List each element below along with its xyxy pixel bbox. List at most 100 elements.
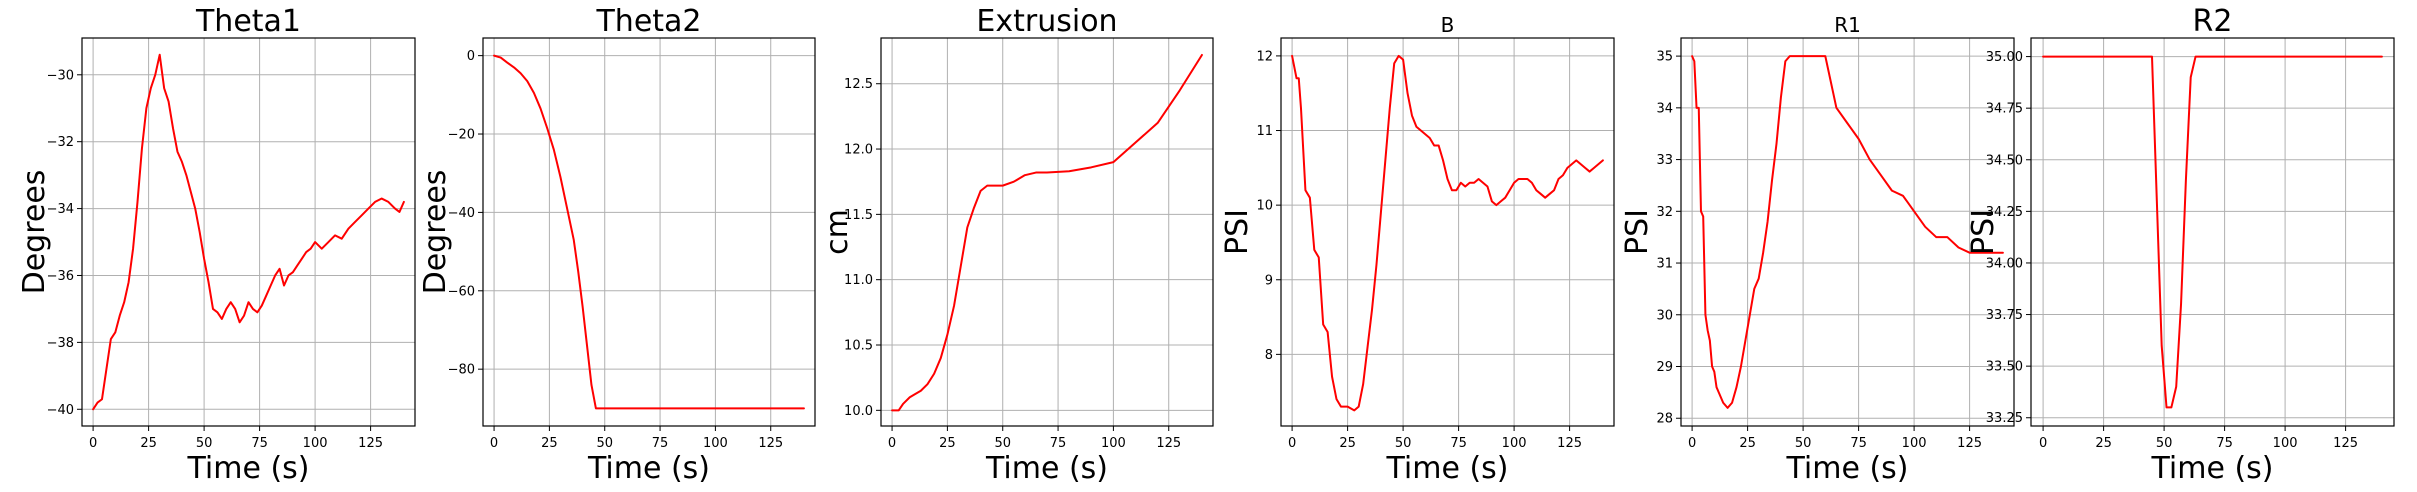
series-line [92, 53, 405, 411]
x-tick-label: 100 [2273, 436, 2298, 451]
x-tick-label: 100 [1101, 436, 1126, 451]
y-tick-label: 11.5 [844, 208, 873, 223]
series-line [1291, 54, 1604, 412]
y-tick-label: 32 [1656, 205, 1673, 220]
y-axis-label: cm [820, 209, 855, 255]
x-axis-label: Time (s) [187, 451, 310, 486]
chart-title: R1 [1834, 13, 1861, 37]
y-tick-label: 34 [1656, 101, 1673, 116]
y-tick-label: 33.50 [1986, 360, 2023, 375]
y-tick-label: 12.5 [844, 77, 873, 92]
y-tick-label: 31 [1656, 257, 1673, 272]
y-tick-label: 35.00 [1986, 50, 2023, 65]
y-tick-label: 12 [1256, 49, 1273, 64]
chart-panel-3: 0 25 50 75 100 125 10.0 10.5 11.0 11.5 12.0 12.5 Ext… [820, 4, 1214, 486]
y-tick-label: −36 [47, 269, 74, 284]
x-tick-label: 125 [1156, 436, 1181, 451]
plot-frame [880, 37, 1214, 427]
y-tick-label: 9 [1265, 273, 1273, 288]
chart-panel-5: 0 25 50 75 100 125 28 29 30 31 32 33 34 35 R1 Time (s) P… [1620, 13, 2015, 486]
y-tick-label: 28 [1656, 412, 1673, 427]
x-tick-label: 100 [703, 436, 728, 451]
x-axis-label: Time (s) [2151, 451, 2274, 486]
y-tick-label: 11 [1256, 124, 1273, 139]
y-tick-label: 11.0 [844, 273, 873, 288]
y-tick-label: 10.5 [844, 339, 873, 354]
series-line [1691, 55, 2004, 409]
x-tick-label: 75 [251, 436, 268, 451]
y-tick-label: 8 [1265, 348, 1273, 363]
x-tick-label: 25 [541, 436, 558, 451]
y-axis-label: Degrees [418, 170, 453, 295]
x-tick-label: 0 [490, 436, 498, 451]
chart-title: Extrusion [976, 4, 1117, 39]
y-tick-label: 33 [1656, 153, 1673, 168]
plot-frame [2030, 37, 2395, 427]
plot-frame [1680, 37, 2015, 427]
plot-frame [81, 37, 416, 427]
x-tick-label: 25 [140, 436, 157, 451]
x-tick-label: 50 [1395, 436, 1412, 451]
y-axis-label: PSI [1220, 209, 1255, 255]
x-tick-label: 0 [89, 436, 97, 451]
x-tick-label: 50 [196, 436, 213, 451]
y-axis-label: PSI [1620, 209, 1655, 255]
x-tick-label: 25 [1739, 436, 1756, 451]
x-tick-label: 100 [303, 436, 328, 451]
x-tick-label: 125 [358, 436, 383, 451]
y-tick-label: −30 [47, 68, 74, 83]
series-line [2042, 55, 2383, 409]
y-tick-label: 34.75 [1986, 102, 2023, 117]
x-tick-label: 0 [1688, 436, 1696, 451]
x-tick-label: 25 [2095, 436, 2112, 451]
chart-panel-6: 0 25 50 75 100 125 33.25 33.50 33.75 34.00 34.25 34… [1966, 4, 2395, 486]
series-line [891, 53, 1203, 412]
y-tick-label: −60 [448, 284, 475, 299]
series-line [493, 54, 805, 410]
x-axis-label: Time (s) [1786, 451, 1909, 486]
chart-title: R2 [2193, 4, 2233, 39]
x-axis-label: Time (s) [1386, 451, 1509, 486]
y-tick-label: −34 [47, 202, 74, 217]
chart-panel-1: 0 25 50 75 100 125 −40 −38 −36 −34 −32 −30 Theta1 Tim… [17, 4, 416, 486]
x-tick-label: 100 [1502, 436, 1527, 451]
y-tick-label: 34.25 [1986, 205, 2023, 220]
y-tick-label: 34.50 [1986, 153, 2023, 168]
y-tick-label: 33.25 [1986, 411, 2023, 426]
x-tick-label: 100 [1902, 436, 1927, 451]
y-axis-label: Degrees [17, 170, 52, 295]
x-axis-label: Time (s) [587, 451, 710, 486]
y-axis-label: PSI [1966, 209, 2001, 255]
x-tick-label: 50 [596, 436, 613, 451]
y-tick-label: 0 [467, 49, 475, 64]
y-tick-label: 10 [1256, 199, 1273, 214]
y-tick-label: 30 [1656, 308, 1673, 323]
plot-frame [1280, 37, 1615, 427]
chart-panel-2: 0 25 50 75 100 125 −80 −60 −40 −20 0 Theta2 Time (s)… [418, 4, 816, 486]
x-tick-label: 75 [1850, 436, 1867, 451]
y-tick-label: 34.00 [1986, 256, 2023, 271]
x-axis-label: Time (s) [985, 451, 1108, 486]
x-tick-label: 25 [1339, 436, 1356, 451]
y-tick-label: −32 [47, 135, 74, 150]
y-tick-label: −40 [448, 206, 475, 221]
x-tick-label: 125 [758, 436, 783, 451]
y-tick-label: 29 [1656, 360, 1673, 375]
y-tick-label: 33.75 [1986, 308, 2023, 323]
x-tick-label: 125 [2333, 436, 2358, 451]
x-tick-label: 75 [2216, 436, 2233, 451]
x-tick-label: 125 [1557, 436, 1582, 451]
y-tick-label: 35 [1656, 50, 1673, 65]
x-tick-label: 25 [939, 436, 956, 451]
y-tick-label: −38 [47, 336, 74, 351]
x-tick-label: 50 [994, 436, 1011, 451]
chart-title: Theta1 [195, 4, 301, 39]
x-tick-label: 75 [652, 436, 669, 451]
x-tick-label: 125 [1957, 436, 1982, 451]
plot-frame [482, 37, 816, 427]
x-tick-label: 0 [2039, 436, 2047, 451]
x-tick-label: 50 [1795, 436, 1812, 451]
x-tick-label: 50 [2156, 436, 2173, 451]
chart-panel-4: 0 25 50 75 100 125 8 9 10 11 12 B Time (s) PSI [1220, 13, 1615, 486]
